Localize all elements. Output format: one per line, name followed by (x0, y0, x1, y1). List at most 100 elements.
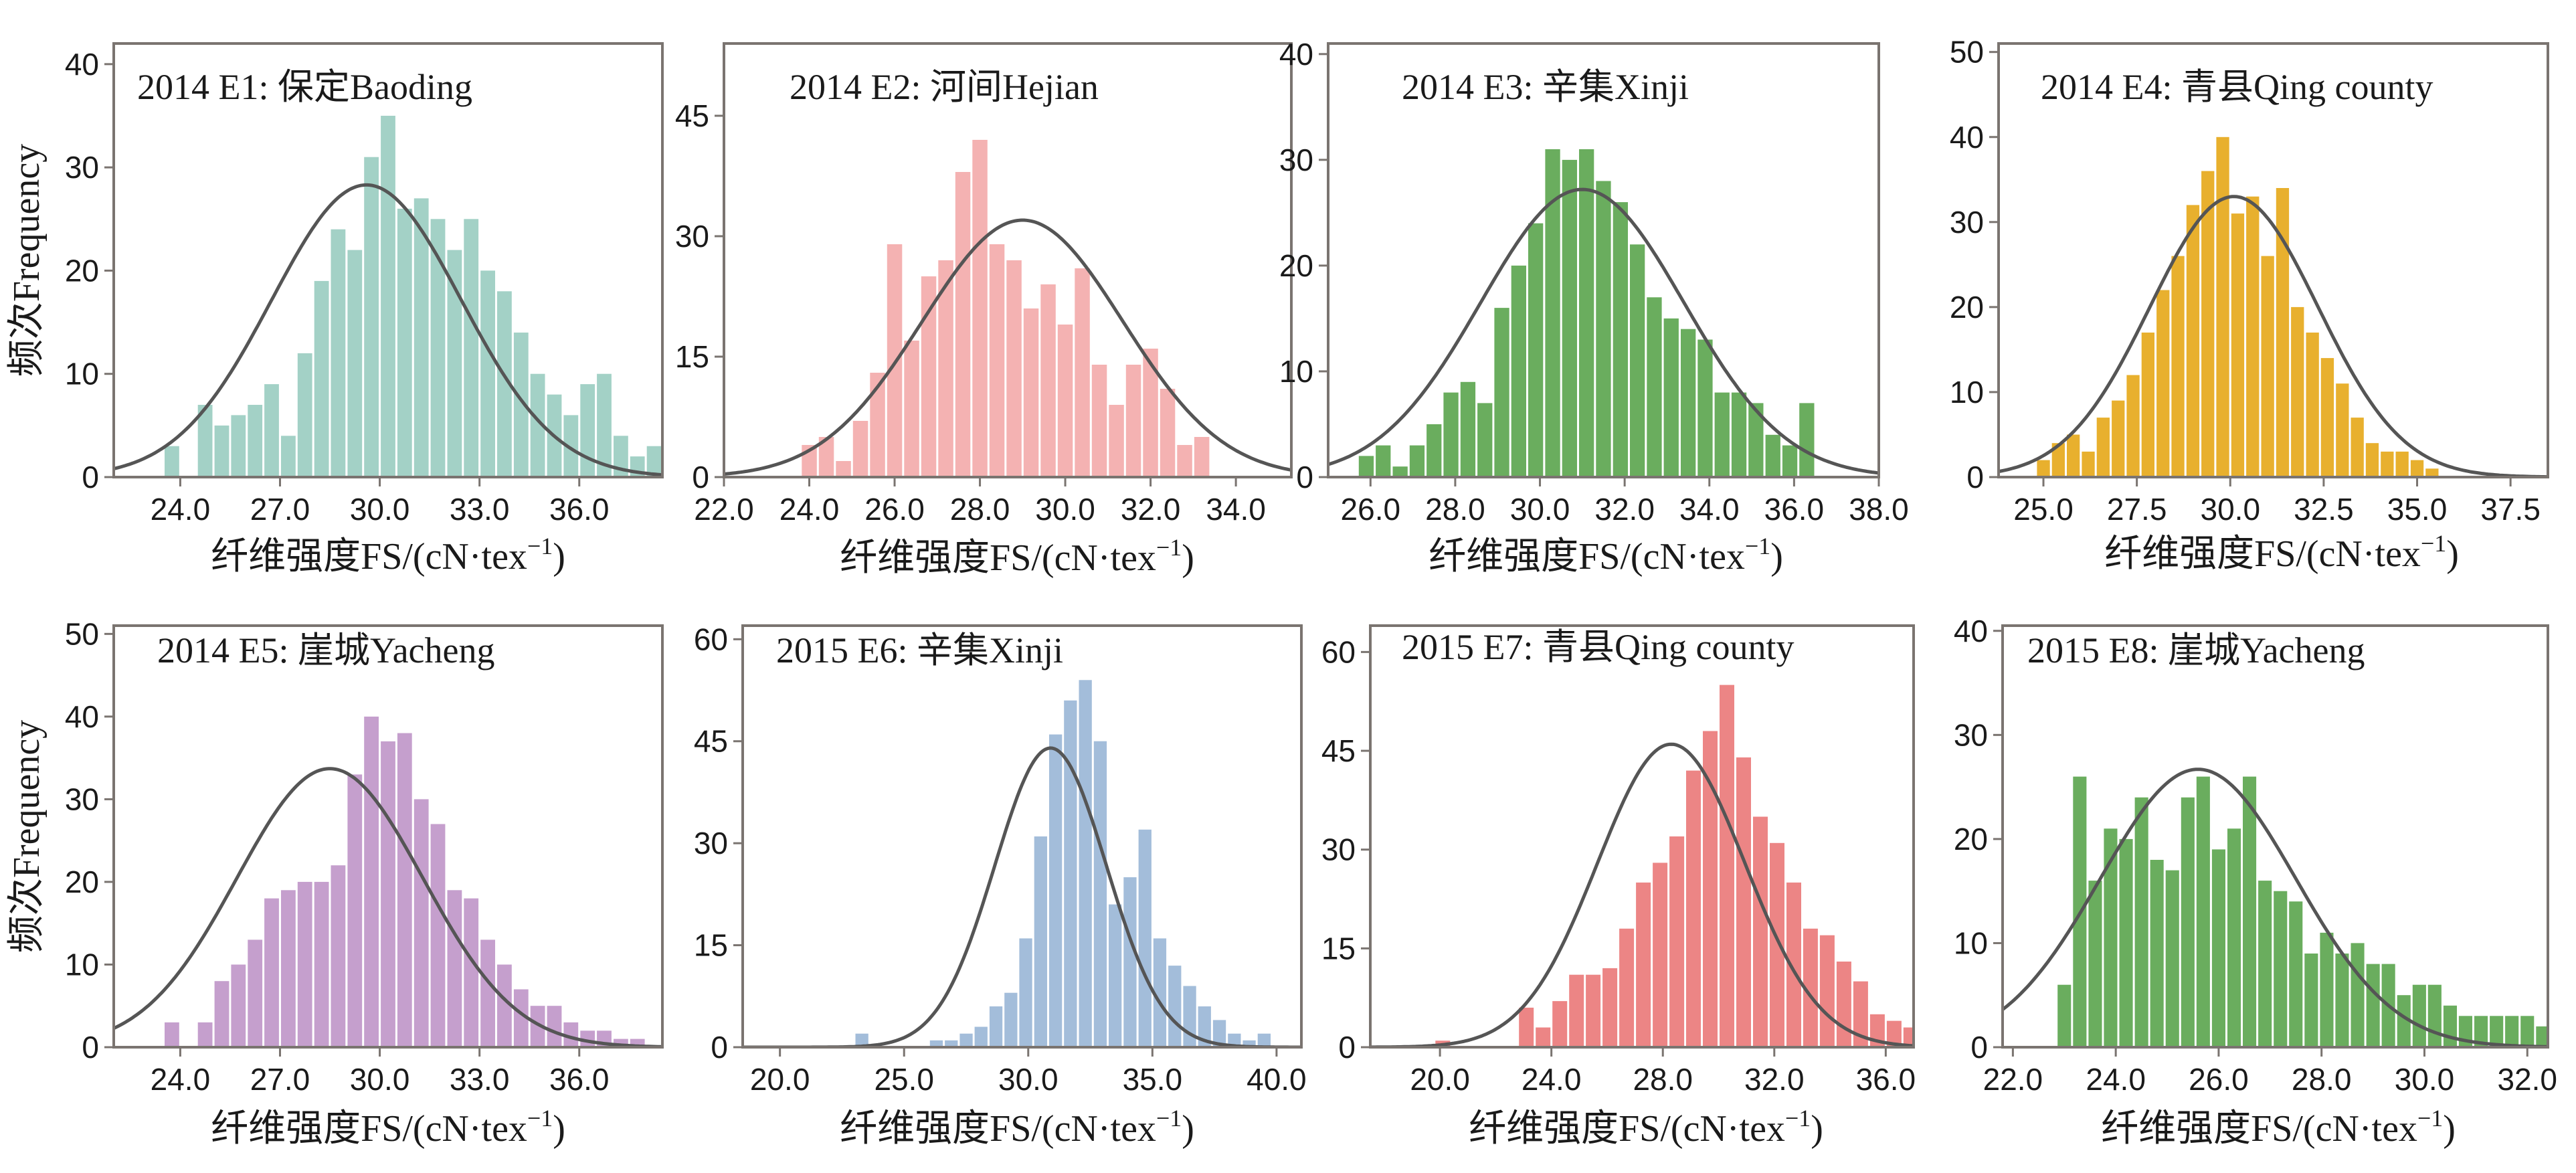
plot-area (114, 116, 678, 477)
histogram-bar (2351, 943, 2365, 1047)
histogram-bar (1006, 260, 1022, 477)
histogram-bar (214, 981, 229, 1047)
x-tick-label: 34.0 (1206, 492, 1266, 527)
y-tick-label: 15 (694, 928, 728, 963)
histogram-bar (413, 198, 429, 477)
histogram-bar (1669, 836, 1685, 1047)
plot-frame (741, 624, 1303, 1049)
histogram-bar (2505, 1016, 2519, 1047)
histogram-bar (2336, 383, 2349, 477)
histogram-bar (1786, 882, 1801, 1047)
chart-panel-3: 26.0 28.0 30.0 32.0 34.0 36.0 38.0 0 10 20 30 40 201… (1279, 37, 1909, 577)
y-tick-label: 30 (675, 219, 709, 254)
y-tick-label: 0 (711, 1030, 728, 1065)
histogram-bar (2397, 995, 2411, 1047)
plot-frame (723, 42, 1293, 478)
histogram-bar (1886, 1020, 1902, 1047)
normal-fit-curve (1370, 742, 1914, 1047)
histogram-bar (2443, 1005, 2457, 1047)
histogram-bar (2261, 256, 2274, 477)
histogram-bar (580, 384, 595, 477)
histogram-bar (1194, 437, 1210, 477)
histogram-bar (1799, 403, 1815, 477)
histogram-bar (1770, 842, 1784, 1047)
histogram-bar (1228, 1033, 1241, 1047)
histogram-bar (231, 964, 246, 1047)
histogram-bar (1619, 928, 1635, 1047)
histogram-bar (1569, 974, 1584, 1047)
histogram-bar (2126, 375, 2140, 477)
normal-fit-curve (114, 183, 662, 477)
plot-area (2003, 768, 2576, 1047)
x-tick-label: 30.0 (350, 492, 410, 527)
y-tick-label: 60 (1321, 634, 1356, 669)
plot-frame (112, 42, 664, 478)
histogram-bar (165, 446, 179, 477)
histogram-bar (2276, 188, 2290, 477)
x-tick-label: 36.0 (549, 492, 610, 527)
histogram-bar (563, 1022, 579, 1047)
histogram-bar (938, 260, 953, 477)
histogram-bar (497, 964, 512, 1047)
histogram-bar (331, 865, 346, 1047)
histogram-bar (664, 456, 678, 477)
x-tick-label: 36.0 (549, 1062, 610, 1097)
histogram-bar (281, 890, 296, 1047)
x-tick-label: 24.0 (151, 1062, 211, 1097)
histogram-bar (2134, 797, 2148, 1047)
histogram-bar (297, 881, 312, 1047)
histogram-bar (2567, 1026, 2576, 1047)
histogram-bar (464, 898, 479, 1047)
histogram-bar (2351, 418, 2364, 477)
histogram-bar (314, 280, 329, 477)
plot-frame (1997, 42, 2549, 478)
x-tick-label: 28.0 (1425, 492, 1485, 527)
histogram-bar (1602, 968, 1618, 1047)
histogram-bar (2141, 333, 2154, 477)
y-tick-label: 0 (1970, 1030, 1988, 1065)
x-tick-label: 28.0 (2292, 1062, 2352, 1097)
x-tick-label: 26.0 (864, 492, 925, 527)
plot-frame (1369, 624, 1915, 1049)
normal-fit-curve (114, 767, 662, 1047)
histogram-bar (2381, 451, 2394, 477)
x-tick-label: 30.0 (350, 1062, 410, 1097)
y-tick-label: 20 (1950, 290, 1984, 325)
y-tick-label: 10 (65, 947, 99, 982)
x-axis-label: 纤维强度FS/(cN·tex−1) (1469, 1105, 1823, 1150)
histogram-bar (2201, 171, 2215, 477)
histogram-bar (1427, 424, 1442, 477)
histogram-bar (530, 1006, 545, 1047)
x-tick-label: 28.0 (950, 492, 1010, 527)
histogram-bar (347, 774, 363, 1047)
panel-title: 2014 E2: 河间Hejian (790, 67, 1099, 107)
x-tick-label: 40.0 (1247, 1062, 1307, 1097)
chart-panel-5: 24.0 27.0 30.0 33.0 36.0 0 10 20 30 40 50 2014 E5: … (65, 616, 664, 1150)
y-tick-label: 60 (694, 622, 728, 656)
histogram-bar (447, 890, 462, 1047)
histogram-bar (955, 172, 971, 477)
x-tick-label: 32.0 (1594, 492, 1655, 527)
histogram-bar (1853, 981, 1868, 1047)
x-tick-label: 36.0 (1856, 1062, 1916, 1097)
histogram-bar (1765, 434, 1780, 477)
histogram-bar (2246, 196, 2260, 477)
histogram-bar (1243, 1040, 1256, 1047)
panel-title: 2014 E5: 崖城Yacheng (157, 630, 494, 670)
histogram-bar (1511, 265, 1526, 477)
histogram-bar (364, 157, 379, 477)
histogram-bar (513, 333, 529, 477)
x-tick-label: 27.0 (250, 1062, 310, 1097)
histogram-bar (904, 341, 919, 477)
histogram-bar (2425, 468, 2439, 477)
histogram-bar (989, 1006, 1003, 1047)
x-axis-label: 纤维强度FS/(cN·tex−1) (211, 1105, 565, 1150)
normal-fit-curve (1328, 187, 1879, 475)
y-tick-label: 10 (1279, 354, 1313, 389)
histogram-bar (347, 250, 363, 477)
histogram-bar (1714, 392, 1730, 477)
x-tick-label: 32.5 (2294, 492, 2354, 527)
histogram-bar (646, 446, 662, 477)
histogram-bar (2165, 870, 2179, 1047)
histogram-bar (248, 405, 263, 477)
